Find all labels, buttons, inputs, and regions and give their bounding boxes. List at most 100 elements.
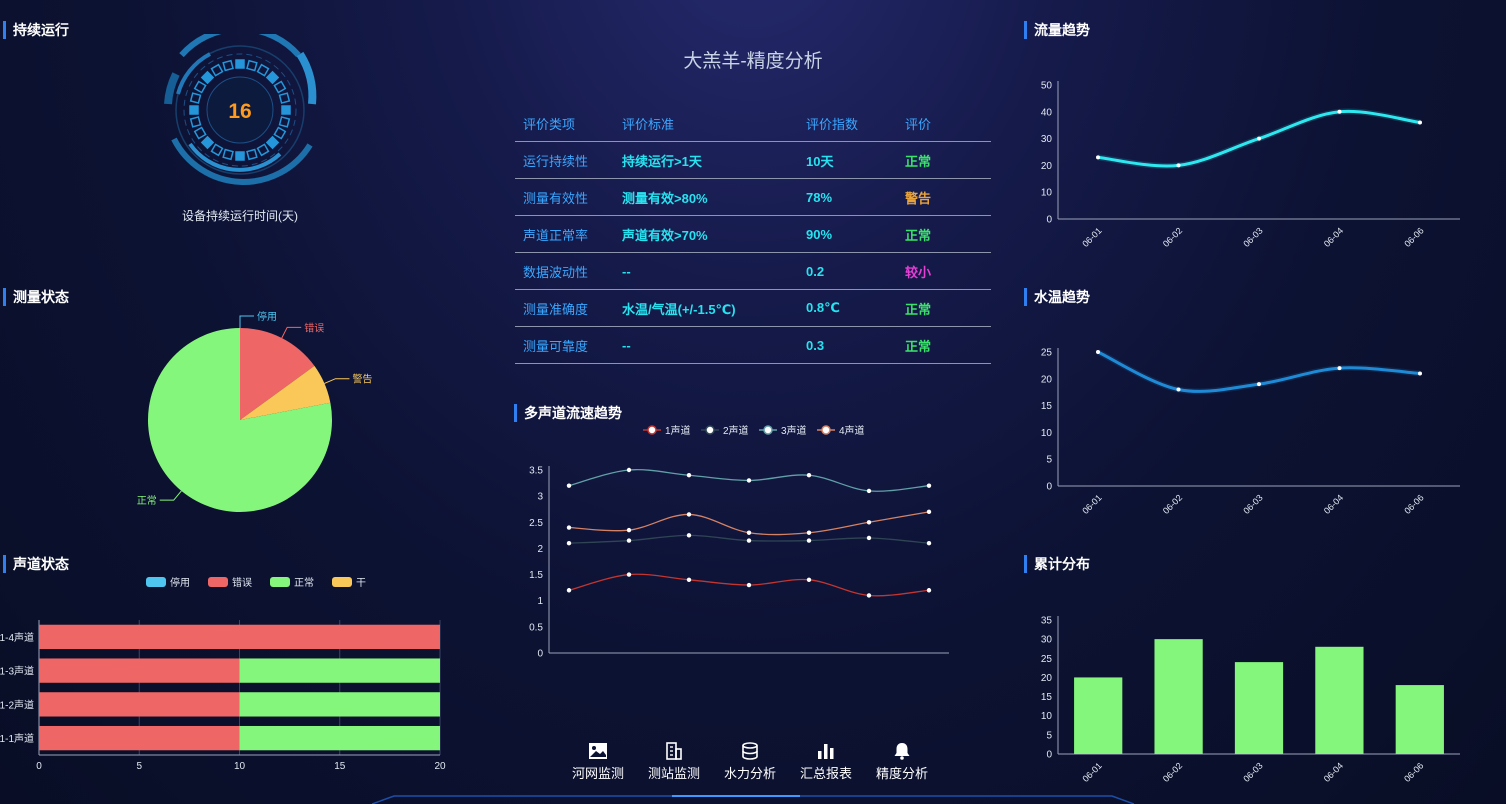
y-tick-label: 5 (1046, 455, 1052, 466)
table-row: 数据波动性 -- 0.2 较小 (515, 252, 991, 290)
bar (1074, 677, 1123, 754)
y-tick-label: 2.5 (529, 518, 543, 529)
data-point (686, 473, 692, 478)
data-point (746, 478, 752, 483)
page-title: 大羔羊-精度分析 (683, 51, 823, 72)
pie-label-line (281, 326, 302, 339)
table-row: 测量可靠度 -- 0.3 正常 (515, 326, 991, 364)
data-point (806, 530, 812, 535)
cell-index: 90% (798, 215, 897, 253)
cell-type: 测量有效性 (515, 178, 614, 216)
y-tick-label: 3.5 (529, 466, 543, 477)
x-tick-label: 5 (136, 761, 142, 772)
col-header-standard: 评价标准 (614, 106, 798, 142)
x-tick-label: 06-02 (1161, 761, 1184, 784)
data-point (1337, 109, 1342, 114)
data-point (806, 577, 812, 582)
table-row: 运行持续性 持续运行>1天 10天 正常 (515, 141, 991, 179)
y-tick-label: 30 (1041, 134, 1053, 145)
cell-type: 测量可靠度 (515, 326, 614, 364)
legend-label: 3声道 (781, 424, 807, 437)
cell-index: 0.3 (798, 326, 897, 364)
nav-item-hydraulic-analysis[interactable]: 水力分析 (715, 742, 785, 782)
bottom-nav-decoration (372, 795, 1134, 804)
y-tick-label: 1-4声道 (0, 631, 34, 644)
table-row: 声道正常率 声道有效>70% 90% 正常 (515, 215, 991, 253)
y-tick-label: 1-2声道 (0, 698, 34, 711)
legend-label: 停用 (170, 576, 190, 589)
pie-slice-3 (148, 328, 332, 512)
panel-title-water-temp: 水温趋势 (1024, 288, 1090, 306)
bar-segment (239, 692, 440, 717)
x-tick-label: 06-06 (1402, 761, 1425, 784)
data-point (1096, 155, 1100, 160)
cumulative-bar-chart: 0 5 10 15 20 25 30 35 06-01 06-02 06-03 06-04 06-06 (1041, 616, 1460, 784)
data-point (746, 530, 752, 535)
x-tick-label: 06-06 (1402, 226, 1425, 249)
legend-label: 正常 (294, 576, 314, 589)
x-tick-label: 06-04 (1322, 226, 1345, 249)
y-tick-label: 25 (1041, 348, 1053, 359)
y-tick-label: 20 (1041, 673, 1053, 684)
data-point (566, 483, 572, 488)
col-header-index: 评价指数 (798, 106, 897, 142)
pie-slice-2 (240, 365, 331, 420)
data-point (806, 473, 812, 478)
y-tick-label: 40 (1041, 107, 1053, 118)
panel-title-channel-status: 声道状态 (3, 555, 69, 573)
y-tick-label: 0 (537, 649, 543, 660)
x-tick-label: 06-02 (1161, 226, 1184, 249)
data-point (866, 520, 872, 525)
pie-label-line (324, 378, 350, 384)
nav-item-river-monitor[interactable]: 河网监测 (563, 742, 633, 782)
cell-standard: -- (614, 252, 798, 290)
x-tick-label: 06-06 (1402, 493, 1425, 516)
data-point (926, 483, 932, 488)
pie-slice-1 (240, 328, 315, 420)
bell-icon (894, 743, 910, 760)
data-point (806, 538, 812, 543)
bar-chart-icon (818, 744, 834, 759)
table-row: 测量准确度 水温/气温(+/-1.5℃) 0.8℃ 正常 (515, 289, 991, 327)
y-tick-label: 30 (1041, 635, 1053, 646)
y-tick-label: 1-1声道 (0, 732, 34, 745)
y-tick-label: 20 (1041, 374, 1053, 385)
data-point (626, 572, 632, 577)
x-tick-label: 06-01 (1080, 226, 1103, 249)
cell-standard: 水温/气温(+/-1.5℃) (614, 289, 798, 327)
x-tick-label: 06-02 (1161, 493, 1184, 516)
nav-item-precision-analysis[interactable]: 精度分析 (867, 742, 937, 782)
data-point (626, 527, 632, 533)
bar (1315, 646, 1364, 754)
data-point (1257, 382, 1261, 387)
y-tick-label: 5 (1046, 730, 1052, 741)
data-point (866, 593, 872, 598)
data-point (686, 512, 692, 517)
pie-label-line (159, 490, 182, 501)
data-point (866, 488, 872, 494)
cell-rating: 正常 (897, 326, 991, 364)
data-point (926, 541, 932, 546)
bar-segment (39, 725, 240, 751)
data-point (626, 467, 632, 473)
channel-status-bar-chart: 停用 错误 正常 干 0 5 10 15 20 1-1声道 1-2声道 1-3声道 1-4声道 (0, 576, 446, 772)
x-tick-label: 06-03 (1241, 761, 1264, 784)
x-tick-label: 06-01 (1080, 493, 1103, 516)
bar-segment (39, 624, 440, 650)
y-tick-label: 10 (1041, 711, 1053, 722)
nav-item-summary-report[interactable]: 汇总报表 (791, 742, 861, 782)
x-tick-label: 15 (334, 761, 346, 772)
running-days-value: 16 (228, 100, 251, 123)
data-point (1096, 350, 1100, 354)
bar (1154, 639, 1203, 754)
data-point (746, 538, 752, 543)
data-point (866, 535, 872, 541)
table-row: 测量有效性 测量有效>80% 78% 警告 (515, 178, 991, 216)
image-icon (589, 743, 607, 759)
cell-rating: 正常 (897, 141, 991, 179)
nav-item-station-monitor[interactable]: 测站监测 (639, 742, 709, 782)
table-header-row: 评价类项 评价标准 评价指数 评价 (515, 106, 991, 142)
pie-label: 正常 (137, 494, 157, 507)
cell-type: 运行持续性 (515, 141, 614, 179)
